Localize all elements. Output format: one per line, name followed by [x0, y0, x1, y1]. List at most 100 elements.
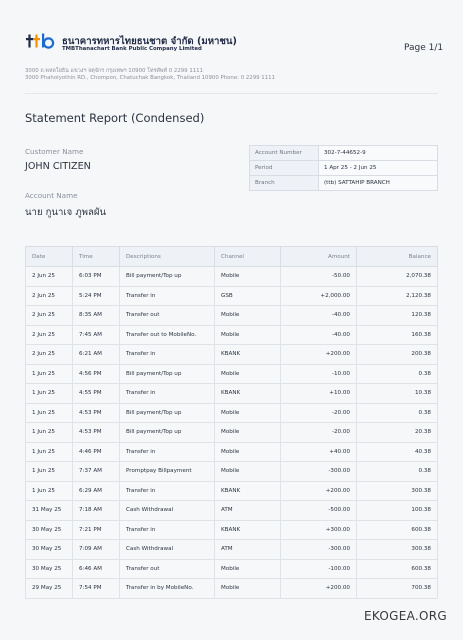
cell-amount: -500.00 — [280, 500, 357, 521]
cell-date: 2 Jun 25 — [25, 285, 73, 306]
address-thai: 3000 ถ.พหลโยธิน แขวงฯ จตุจักร กรุงเทพฯ 1… — [25, 68, 204, 74]
cell-amount: -10.00 — [280, 363, 357, 384]
cell-date: 1 Jun 25 — [25, 441, 73, 462]
cell-channel: Mobile — [214, 558, 281, 579]
cell-time: 6:29 AM — [72, 480, 120, 501]
cell-amount: -100.00 — [280, 558, 357, 579]
cell-date: 2 Jun 25 — [25, 305, 73, 326]
cell-description: Transfer in — [119, 285, 215, 306]
cell-channel: KBANK — [214, 480, 281, 501]
cell-balance: 0.38 — [356, 363, 438, 384]
address-english: 3000 Phaholyothin RD., Chompon, Chatucha… — [25, 75, 275, 81]
cell-channel: Mobile — [214, 402, 281, 423]
cell-date: 2 Jun 25 — [25, 324, 73, 345]
cell-description: Cash Withdrawal — [119, 500, 215, 521]
cell-time: 4:53 PM — [72, 422, 120, 443]
cell-amount: +200.00 — [280, 344, 357, 365]
cell-description: Bill payment/Top up — [119, 422, 215, 443]
cell-balance: 2,070.38 — [356, 266, 438, 287]
cell-time: 5:24 PM — [72, 285, 120, 306]
cell-amount: +10.00 — [280, 383, 357, 404]
period-value: 1 Apr 25 - 2 Jun 25 — [318, 160, 438, 176]
cell-date: 31 May 25 — [25, 500, 73, 521]
cell-channel: Mobile — [214, 422, 281, 443]
table-row: 1 Jun 25 4:53 PM Bill payment/Top up Mobile… — [25, 402, 438, 423]
account-info-table: Account Number 302-7-44652-9 Period 1 Ap… — [249, 145, 438, 191]
cell-date: 1 Jun 25 — [25, 480, 73, 501]
cell-channel: KBANK — [214, 383, 281, 404]
cell-time: 6:46 AM — [72, 558, 120, 579]
cell-amount: +200.00 — [280, 480, 357, 501]
cell-amount: -50.00 — [280, 266, 357, 287]
table-row: 2 Jun 25 6:21 AM Transfer in KBANK +200.00 20… — [25, 344, 438, 365]
header-amount: Amount — [280, 246, 357, 267]
cell-balance: 200.38 — [356, 344, 438, 365]
cell-description: Bill payment/Top up — [119, 402, 215, 423]
ttb-logo — [26, 33, 55, 49]
account-name-label: Account Name — [25, 191, 78, 200]
cell-channel: ATM — [214, 539, 281, 560]
cell-description: Transfer in — [119, 480, 215, 501]
cell-description: Cash Withdrawal — [119, 539, 215, 560]
cell-balance: 20.38 — [356, 422, 438, 443]
header-channel: Channel — [214, 246, 281, 267]
cell-description: Transfer in — [119, 344, 215, 365]
cell-time: 8:35 AM — [72, 305, 120, 326]
watermark: EKOGEA.ORG — [364, 609, 448, 623]
cell-date: 1 Jun 25 — [25, 363, 73, 384]
cell-date: 30 May 25 — [25, 519, 73, 540]
period-label: Period — [249, 160, 319, 176]
cell-channel: Mobile — [214, 441, 281, 462]
cell-balance: 300.38 — [356, 480, 438, 501]
table-row: 2 Jun 25 8:35 AM Transfer out Mobile -40.00 1… — [25, 305, 438, 326]
period-row: Period 1 Apr 25 - 2 Jun 25 — [249, 160, 438, 176]
cell-amount: -40.00 — [280, 305, 357, 326]
cell-time: 7:09 AM — [72, 539, 120, 560]
cell-balance: 10.38 — [356, 383, 438, 404]
cell-amount: -20.00 — [280, 402, 357, 423]
cell-channel: KBANK — [214, 344, 281, 365]
page-number: Page 1/1 — [404, 43, 444, 53]
header-descriptions: Descriptions — [119, 246, 215, 267]
account-name: นาย กูนาเจ ภูพลผัน — [25, 207, 107, 218]
header-time: Time — [72, 246, 120, 267]
cell-time: 7:45 AM — [72, 324, 120, 345]
cell-date: 29 May 25 — [25, 578, 73, 599]
cell-time: 4:53 PM — [72, 402, 120, 423]
table-row: 30 May 25 7:21 PM Transfer in KBANK +300.00 6… — [25, 519, 438, 540]
branch-label: Branch — [249, 175, 319, 191]
cell-balance: 40.38 — [356, 441, 438, 462]
customer-name: JOHN CITIZEN — [25, 161, 91, 172]
account-number-value: 302-7-44652-9 — [318, 145, 438, 161]
cell-description: Transfer in by MobileNo. — [119, 578, 215, 599]
cell-date: 30 May 25 — [25, 558, 73, 579]
cell-description: Promptpay Billpayment — [119, 461, 215, 482]
table-row: 2 Jun 25 5:24 PM Transfer in GSB +2,000.00 2,… — [25, 285, 438, 306]
cell-amount: +200.00 — [280, 578, 357, 599]
table-row: 29 May 25 7:54 PM Transfer in by MobileNo.… — [25, 578, 438, 599]
cell-balance: 160.38 — [356, 324, 438, 345]
account-number-label: Account Number — [249, 145, 319, 161]
cell-time: 7:21 PM — [72, 519, 120, 540]
cell-balance: 300.38 — [356, 539, 438, 560]
table-row: 31 May 25 7:18 AM Cash Withdrawal ATM -500.0… — [25, 500, 438, 521]
cell-description: Transfer in — [119, 383, 215, 404]
account-number-row: Account Number 302-7-44652-9 — [249, 145, 438, 161]
cell-balance: 2,120.38 — [356, 285, 438, 306]
cell-amount: +300.00 — [280, 519, 357, 540]
cell-balance: 0.38 — [356, 402, 438, 423]
cell-description: Transfer in — [119, 519, 215, 540]
cell-description: Bill payment/Top up — [119, 266, 215, 287]
bank-name-english: TMBThanachart Bank Public Company Limite… — [62, 46, 202, 52]
cell-amount: -300.00 — [280, 539, 357, 560]
transactions-table: Date Time Descriptions Channel Amount Ba… — [25, 246, 438, 599]
cell-balance: 600.38 — [356, 519, 438, 540]
transactions-body: 2 Jun 25 6:03 PM Bill payment/Top up Mobile… — [25, 266, 438, 599]
cell-channel: Mobile — [214, 578, 281, 599]
cell-channel: Mobile — [214, 266, 281, 287]
cell-description: Transfer out — [119, 558, 215, 579]
cell-time: 6:03 PM — [72, 266, 120, 287]
cell-amount: -300.00 — [280, 461, 357, 482]
table-row: 1 Jun 25 7:37 AM Promptpay Billpayment Mobi… — [25, 461, 438, 482]
